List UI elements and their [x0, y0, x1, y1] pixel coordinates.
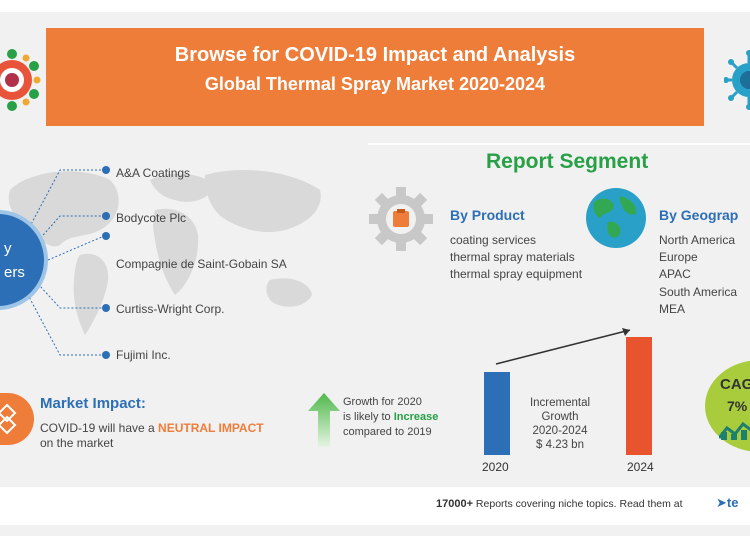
incremental-line1: Incremental: [529, 397, 591, 409]
growth-line1: Growth for 2020: [343, 396, 422, 408]
market-impact-line2: on the market: [40, 436, 114, 450]
brand-link[interactable]: ➤te: [716, 495, 738, 511]
growth-line3: compared to 2019: [343, 426, 432, 438]
bar-2024: [626, 337, 652, 455]
incremental-line2: Growth: [541, 411, 579, 423]
segment-title: Report Segment: [486, 150, 649, 173]
gear-icon: [369, 187, 433, 251]
report-count: 17000+: [436, 498, 474, 510]
cagr-value: 7%: [727, 398, 748, 414]
footer-caption: Reports covering niche topics. Read them…: [473, 498, 683, 510]
geography-item: North America: [659, 233, 736, 247]
cagr-label: CAG: [720, 376, 750, 393]
product-item: thermal spray materials: [450, 250, 575, 264]
banner-title: Browse for COVID-19 Impact and Analysis: [174, 44, 576, 66]
growth-line2: is likely to Increase: [343, 411, 438, 423]
bar-label-2020: 2020: [482, 460, 509, 474]
market-impact-title: Market Impact:: [40, 395, 146, 412]
footer-bar: [0, 487, 750, 525]
title-banner: Browse for COVID-19 Impact and Analysis …: [46, 28, 704, 126]
bar-2020: [484, 372, 510, 455]
market-impact-icon: [0, 393, 34, 445]
vendor-connectors: [19, 169, 105, 356]
brand-text: te: [726, 495, 739, 510]
virus-icon: [724, 50, 750, 110]
bar-label-2024: 2024: [627, 460, 654, 474]
footer-text: 17000+ Reports covering niche topics. Re…: [436, 498, 683, 510]
increase-highlight: Increase: [393, 411, 439, 423]
incremental-line3: 2020-2024: [532, 425, 588, 437]
vendor-dot: [102, 212, 110, 220]
vendor-dot: [102, 166, 110, 174]
product-item: thermal spray equipment: [450, 267, 583, 281]
chart-up-icon: [719, 421, 750, 440]
market-impact-line1: COVID-19 will have a NEUTRAL IMPACT: [40, 421, 264, 435]
top-strip: [0, 0, 750, 12]
hub-label-line1: y: [4, 240, 12, 257]
vendor-dot: [102, 351, 110, 359]
geography-item: MEA: [659, 302, 686, 316]
virus-icon: [0, 49, 41, 111]
globe-icon: [586, 188, 646, 248]
trend-arrow: [495, 328, 631, 365]
neutral-impact-highlight: NEUTRAL IMPACT: [158, 421, 264, 435]
geography-item: APAC: [659, 267, 691, 281]
vendor-dot: [102, 232, 110, 240]
growth-prefix: is likely to: [343, 411, 394, 423]
growth-up-arrow-icon: [308, 393, 340, 447]
product-item: coating services: [450, 233, 537, 247]
segment-divider: [368, 143, 750, 145]
hub-label-line2: ers: [4, 264, 25, 281]
banner-subtitle: Global Thermal Spray Market 2020-2024: [204, 74, 546, 94]
vendor-name: Curtiss-Wright Corp.: [116, 302, 225, 316]
vendor-name: Fujimi Inc.: [116, 348, 171, 362]
vendor-name: Compagnie de Saint-Gobain SA: [116, 257, 287, 271]
impact-prefix: COVID-19 will have a: [40, 421, 159, 435]
vendor-dot: [102, 304, 110, 312]
cagr-badge: CAG 7%: [705, 360, 750, 452]
geography-item: Europe: [659, 250, 698, 264]
brand-logo-icon: ➤: [716, 495, 727, 510]
by-geography-title: By Geograp: [659, 207, 739, 223]
by-product-title: By Product: [450, 207, 525, 223]
vendor-name: Bodycote Plc: [116, 211, 187, 225]
incremental-value: $ 4.23 bn: [536, 439, 584, 451]
vendor-name: A&A Coatings: [116, 166, 191, 180]
geography-item: South America: [659, 285, 738, 299]
